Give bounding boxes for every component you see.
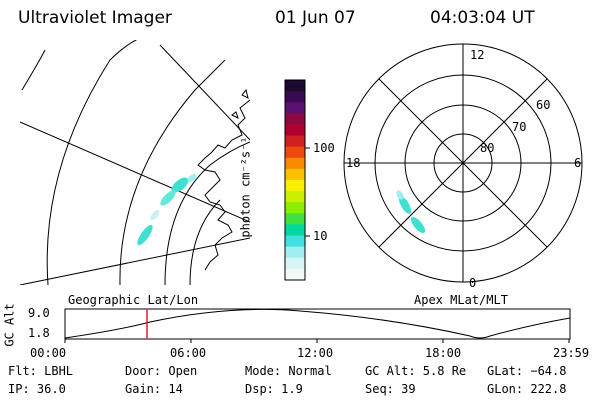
altitude-xtick-3: 18:00: [425, 346, 462, 360]
colorbar-band: [285, 135, 305, 148]
coastline-island-2: [231, 111, 239, 119]
colorbar-band: [285, 113, 305, 125]
time-label: 04:03:04 UT: [430, 8, 535, 28]
lat-arc-outer: [21, 49, 46, 91]
colorbar-band: [285, 180, 305, 192]
colorbar: [285, 80, 305, 281]
info-mode: Mode: Normal: [245, 364, 332, 378]
mlt-label-18: 18: [346, 156, 361, 170]
polar-aurora: [396, 190, 426, 234]
mlat-label-80: 80: [480, 141, 495, 155]
polar-diag-2: [378, 78, 548, 248]
lat-arc-4: [189, 199, 221, 285]
mlt-label-6: 6: [574, 156, 582, 170]
lat-arc-1: [46, 40, 138, 285]
info-dsp: Dsp: 1.9: [245, 382, 303, 396]
info-glon: GLon: 222.8: [487, 382, 567, 396]
altitude-xtick-0: 00:00: [30, 346, 67, 360]
mlt-label-0: 0: [469, 276, 477, 290]
info-door: Door: Open: [125, 364, 198, 378]
colorbar-unit-label: photon cm⁻²s⁻¹: [238, 136, 253, 238]
colorbar-band: [285, 213, 305, 225]
mlat-label-60: 60: [536, 98, 551, 112]
info-glat: GLat: −64.8: [487, 364, 567, 378]
lat-arc-3: [164, 141, 250, 285]
colorbar-band: [285, 257, 305, 270]
geo-panel-label: Geographic Lat/Lon: [68, 293, 199, 307]
meridian-1: [19, 121, 250, 223]
colorbar-band: [285, 235, 305, 248]
info-gain: Gain: 14: [125, 382, 183, 396]
polar-panel-label: Apex MLat/MLT: [414, 293, 508, 307]
meridian-2: [19, 237, 250, 285]
altitude-ytick-low: 1.8: [28, 326, 50, 340]
coastline-island: [241, 88, 249, 99]
polar-grid: [343, 43, 583, 283]
info-seq: Seq: 39: [365, 382, 416, 396]
instrument-title: Ultraviolet Imager: [18, 8, 172, 28]
colorbar-tick-10: 10: [313, 229, 328, 243]
altitude-xtick-1: 06:00: [170, 346, 207, 360]
altitude-xtick-2: 12:00: [297, 346, 334, 360]
altitude-curve: [64, 308, 571, 339]
colorbar-band: [285, 91, 305, 103]
mlt-label-12: 12: [470, 48, 485, 62]
colorbar-band: [285, 246, 305, 259]
lat-arc-2: [119, 59, 226, 285]
altitude-ytick-high: 9.0: [28, 306, 50, 320]
colorbar-band: [285, 102, 305, 114]
colorbar-band: [285, 202, 305, 214]
altitude-ticks: [64, 339, 570, 343]
colorbar-band: [285, 168, 305, 181]
info-filter: Flt: LBHL: [8, 364, 74, 378]
geographic-map: [19, 40, 250, 285]
colorbar-band: [285, 224, 305, 237]
altitude-xtick-4: 23:59: [553, 346, 590, 360]
colorbar-tick-100: 100: [313, 141, 335, 155]
colorbar-band: [285, 191, 305, 203]
info-gc-alt: GC Alt: 5.8 Re: [365, 364, 467, 378]
colorbar-band: [285, 157, 305, 170]
meridian-3: [159, 44, 250, 141]
geo-aurora: [137, 174, 197, 246]
colorbar-band: [285, 268, 305, 281]
colorbar-band: [285, 80, 305, 92]
altitude-ylabel: GC Alt: [2, 303, 17, 347]
mlat-label-70: 70: [512, 120, 527, 134]
date-label: 01 Jun 07: [275, 8, 356, 28]
colorbar-frame: [284, 79, 306, 281]
info-ip: IP: 36.0: [8, 382, 66, 396]
colorbar-band: [285, 146, 305, 159]
coastline: [197, 99, 250, 271]
colorbar-band: [285, 124, 305, 137]
